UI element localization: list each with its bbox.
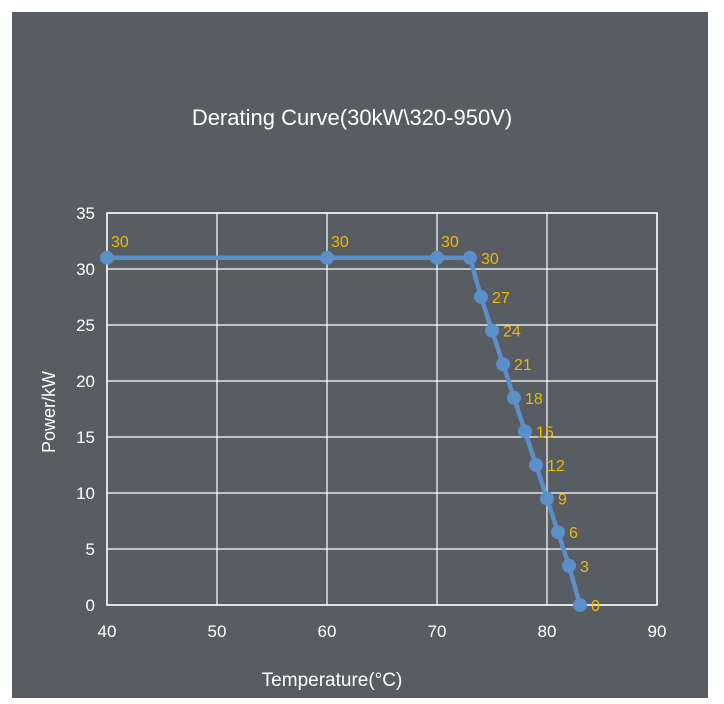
y-tick-label: 0	[86, 596, 95, 615]
data-label: 9	[558, 492, 567, 509]
data-label: 30	[441, 234, 459, 251]
plot-area-border	[106, 212, 658, 606]
data-label: 18	[525, 391, 543, 408]
data-point	[320, 250, 334, 265]
chart-title: Derating Curve(30kW\320-950V)	[192, 105, 512, 130]
y-tick-label: 15	[76, 428, 95, 447]
data-label: 30	[331, 234, 349, 251]
data-label: 15	[536, 424, 554, 441]
data-label: 3	[580, 559, 589, 576]
y-tick-label: 5	[86, 540, 95, 559]
x-tick-label: 50	[208, 622, 227, 641]
y-tick-label: 25	[76, 316, 95, 335]
data-point	[507, 390, 521, 405]
data-point	[100, 250, 114, 265]
data-label: 12	[547, 458, 565, 475]
data-point	[573, 598, 587, 612]
data-label: 21	[514, 357, 532, 374]
data-label: 30	[111, 234, 129, 251]
data-point	[529, 458, 543, 472]
data-point	[562, 558, 576, 573]
x-tick-label: 80	[538, 622, 557, 641]
y-axis-label: Power/kW	[39, 371, 59, 453]
data-points	[100, 250, 587, 612]
data-point	[518, 424, 532, 439]
chart-frame	[10, 10, 710, 700]
data-point	[430, 250, 444, 265]
x-tick-label: 70	[428, 622, 447, 641]
data-label: 27	[492, 290, 510, 307]
y-tick-label: 20	[76, 372, 95, 391]
data-label: 24	[503, 324, 521, 341]
data-point	[485, 323, 499, 338]
series-line	[107, 255, 583, 606]
data-label: 6	[569, 525, 578, 542]
grid	[106, 212, 658, 606]
y-tick-label: 30	[76, 260, 95, 279]
data-label: 30	[481, 251, 499, 268]
data-point	[540, 491, 554, 506]
x-tick-label: 90	[648, 622, 667, 641]
data-point	[496, 357, 510, 372]
data-point	[551, 525, 565, 540]
y-tick-label: 10	[76, 484, 95, 503]
data-label: 0	[591, 598, 600, 615]
data-point	[474, 290, 488, 304]
series-line-group	[107, 255, 583, 606]
x-axis-label: Temperature(°C)	[262, 670, 403, 691]
x-tick-label: 40	[98, 622, 117, 641]
data-point	[463, 250, 477, 265]
y-tick-label: 35	[76, 204, 95, 223]
x-tick-label: 60	[318, 622, 337, 641]
